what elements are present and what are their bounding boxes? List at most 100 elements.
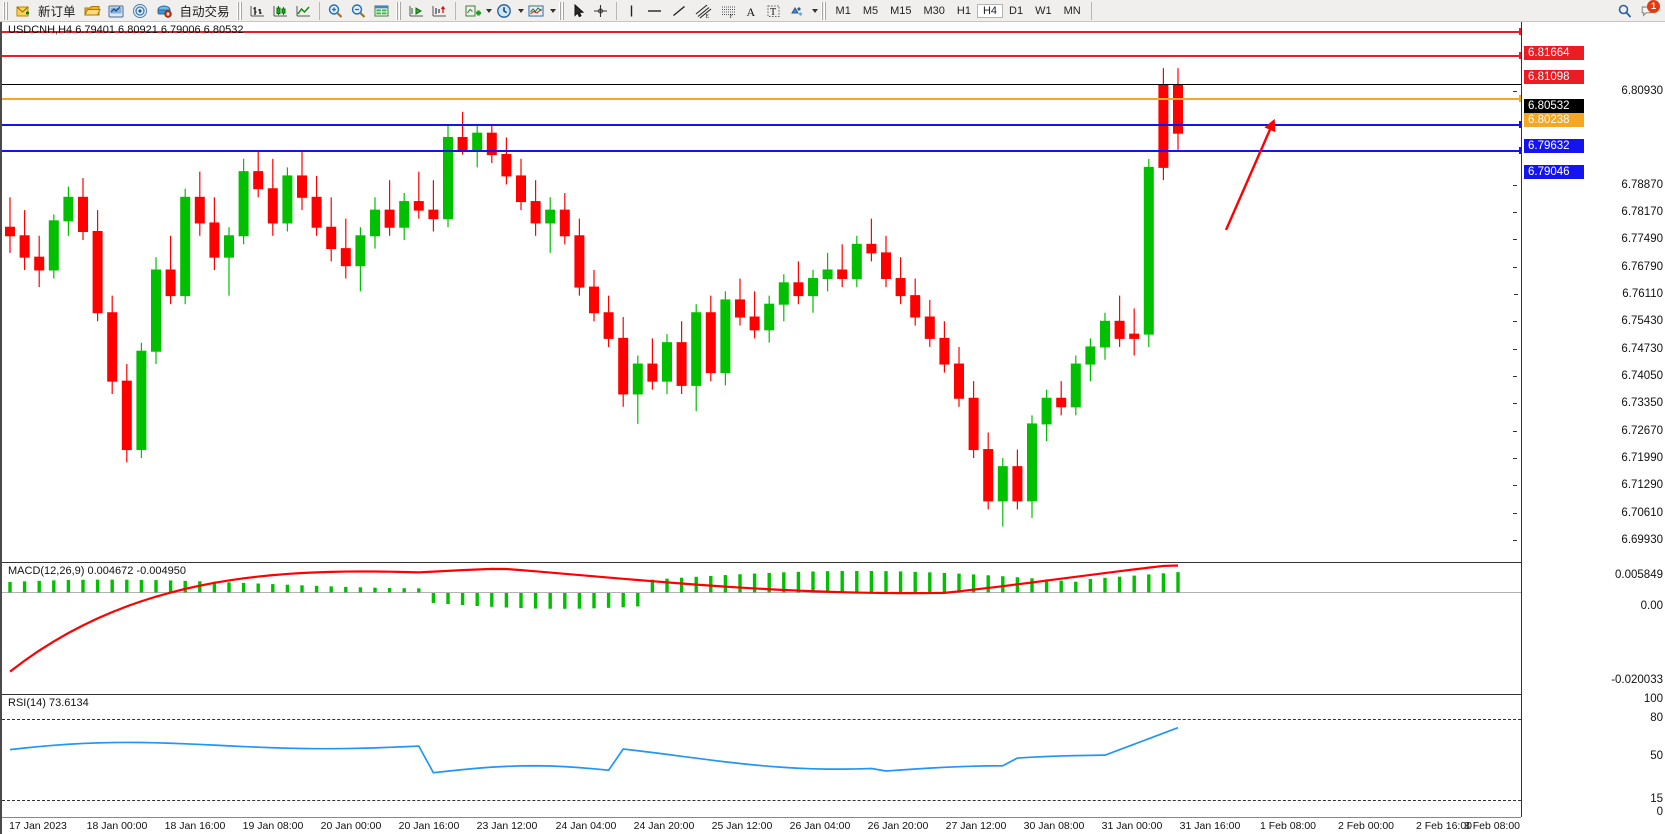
macd-series <box>2 564 1521 673</box>
time-axis-label: 30 Jan 08:00 <box>1023 820 1085 832</box>
macd-pane[interactable]: MACD(12,26,9) 0.004672 -0.004950 <box>2 562 1521 694</box>
chevron-down-icon-2[interactable] <box>517 8 524 13</box>
folder-icon[interactable] <box>80 1 104 21</box>
price-level-tag-current-price[interactable]: 6.80532 <box>1524 99 1584 113</box>
search-icon[interactable] <box>1613 1 1637 21</box>
alert-count-badge: 1 <box>1647 0 1660 13</box>
horizontal-line-icon[interactable] <box>642 1 667 21</box>
svg-text:E: E <box>705 14 709 19</box>
time-axis-label: 24 Jan 20:00 <box>633 820 695 832</box>
rsi-tick: 100 <box>1643 693 1663 705</box>
new-order-icon[interactable] <box>12 1 34 21</box>
equidistant-channel-icon[interactable]: E <box>691 1 716 21</box>
toolbar-grip-3[interactable] <box>395 1 402 20</box>
shapes-icon[interactable] <box>785 1 810 21</box>
trendline-icon[interactable] <box>667 1 691 21</box>
chevron-down-icon-3[interactable] <box>549 8 556 13</box>
time-axis-label: 3 Feb 08:00 <box>1463 820 1521 832</box>
timeframe-w1[interactable]: W1 <box>1035 4 1052 17</box>
price-tick: 6.77490 <box>1514 233 1663 245</box>
alerts-icon[interactable]: 1 <box>1637 0 1660 20</box>
price-tick: 6.70610 <box>1514 507 1663 519</box>
toolbar-grip-4[interactable] <box>558 1 565 20</box>
svg-text:A: A <box>746 5 755 19</box>
time-axis[interactable]: 17 Jan 2023 18 Jan 00:00 18 Jan 16:00 19 Ja… <box>2 817 1521 834</box>
crosshair-icon[interactable] <box>589 1 612 21</box>
time-axis-label: 2 Feb 00:00 <box>1337 820 1395 832</box>
time-axis-label: 17 Jan 2023 <box>9 820 67 832</box>
time-axis-label: 27 Jan 12:00 <box>945 820 1007 832</box>
bar-chart-icon[interactable] <box>246 1 269 21</box>
rsi-tick: 0 <box>1656 806 1663 818</box>
time-axis-label: 20 Jan 16:00 <box>398 820 460 832</box>
timeframe-m5[interactable]: M5 <box>862 4 879 17</box>
price-level-tag-resistance-lower[interactable]: 6.81098 <box>1524 70 1584 84</box>
auto-trading-label[interactable]: 自动交易 <box>179 5 230 19</box>
macd-tick: 0.005849 <box>1615 569 1663 581</box>
rsi-tick: 50 <box>1650 750 1663 762</box>
signal-icon[interactable] <box>128 1 152 21</box>
timeframe-mn[interactable]: MN <box>1063 4 1081 17</box>
period-icon[interactable] <box>492 1 516 21</box>
price-tick: 6.74050 <box>1514 370 1663 382</box>
candlestick-chart-icon[interactable] <box>269 1 292 21</box>
new-order-label[interactable]: 新订单 <box>38 5 76 19</box>
chart-plot-area[interactable]: USDCNH,H4 6.79401 6.80921 6.79006 6.8053… <box>2 22 1521 834</box>
rsi-pane[interactable]: RSI(14) 73.6134 <box>2 694 1521 817</box>
toolbar-grip-5[interactable] <box>820 1 827 20</box>
price-level-tag-resistance-upper[interactable]: 6.81664 <box>1524 46 1584 60</box>
templates-icon[interactable] <box>524 1 548 21</box>
timeframe-m15[interactable]: M15 <box>890 4 912 17</box>
timeframe-d1[interactable]: D1 <box>1009 4 1024 17</box>
time-axis-label: 20 Jan 00:00 <box>320 820 382 832</box>
chevron-down-icon[interactable] <box>485 8 492 13</box>
rsi-label: RSI(14) 73.6134 <box>8 697 89 709</box>
timeframe-h1[interactable]: H1 <box>956 4 971 17</box>
price-tick: 6.75430 <box>1514 315 1663 327</box>
price-tick: 6.72670 <box>1514 425 1663 437</box>
time-axis-label: 26 Jan 04:00 <box>789 820 851 832</box>
zoom-out-icon[interactable] <box>347 1 370 21</box>
text-label-icon[interactable]: A <box>741 1 762 21</box>
time-axis-label: 1 Feb 08:00 <box>1259 820 1317 832</box>
macd-tick: 0.00 <box>1640 600 1663 612</box>
timeframe-h4[interactable]: H4 <box>976 3 1004 18</box>
auto-scroll-icon[interactable] <box>428 1 451 21</box>
macd-label: MACD(12,26,9) 0.004672 -0.004950 <box>8 565 186 577</box>
price-tick: 6.74730 <box>1514 343 1663 355</box>
time-axis-label: 18 Jan 00:00 <box>86 820 148 832</box>
vertical-line-icon[interactable] <box>621 1 642 21</box>
cursor-icon[interactable] <box>568 1 589 21</box>
price-tick: 6.80930 <box>1514 85 1663 97</box>
price-tick: 6.71290 <box>1514 479 1663 491</box>
toolbar-grip-2[interactable] <box>236 1 243 20</box>
chart-container[interactable]: USDCNH,H4 6.79401 6.80921 6.79006 6.8053… <box>0 22 1665 834</box>
time-axis-label: 31 Jan 00:00 <box>1101 820 1163 832</box>
price-level-tag-support-upper[interactable]: 6.79632 <box>1524 139 1584 153</box>
price-level-tag-support-lower[interactable]: 6.79046 <box>1524 165 1584 179</box>
add-indicator-icon[interactable] <box>460 1 484 21</box>
terminal-icon[interactable] <box>104 1 128 21</box>
chevron-down-icon-4[interactable] <box>811 8 818 13</box>
time-axis-label: 19 Jan 08:00 <box>242 820 304 832</box>
timeframe-m30[interactable]: M30 <box>923 4 945 17</box>
chart-header-label: USDCNH,H4 6.79401 6.80921 6.79006 6.8053… <box>8 24 244 36</box>
price-tick: 6.76110 <box>1515 288 1663 300</box>
price-tick: 6.71990 <box>1514 452 1663 464</box>
fibonacci-icon[interactable]: F <box>716 1 741 21</box>
timeframe-m1[interactable]: M1 <box>835 4 851 17</box>
toolbar-grip[interactable] <box>3 1 9 20</box>
text-box-icon[interactable]: T <box>762 1 785 21</box>
chart-shift-icon[interactable] <box>405 1 428 21</box>
line-chart-icon[interactable] <box>292 1 315 21</box>
expert-advisor-icon[interactable] <box>152 1 176 21</box>
price-axis[interactable]: 6.80930 6.78870 6.78170 6.77490 6.76790 6.761… <box>1514 22 1665 818</box>
price-level-tag-pivot-level[interactable]: 6.80238 <box>1524 113 1584 127</box>
rsi-tick: 80 <box>1650 712 1663 724</box>
price-tick: 6.73350 <box>1514 397 1663 409</box>
data-window-icon[interactable] <box>370 1 393 21</box>
price-pane[interactable]: USDCNH,H4 6.79401 6.80921 6.79006 6.8053… <box>2 22 1521 562</box>
zoom-in-icon[interactable] <box>324 1 347 21</box>
svg-text:T: T <box>770 7 776 18</box>
price-tick: 6.78170 <box>1514 206 1663 218</box>
